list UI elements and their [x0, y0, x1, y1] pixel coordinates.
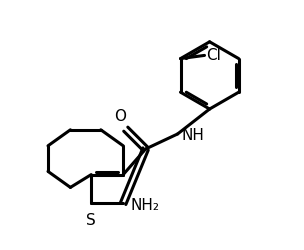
Text: S: S: [86, 213, 96, 228]
Text: NH: NH: [181, 128, 204, 143]
Text: NH₂: NH₂: [130, 198, 159, 212]
Text: Cl: Cl: [206, 48, 221, 63]
Text: O: O: [114, 109, 126, 124]
